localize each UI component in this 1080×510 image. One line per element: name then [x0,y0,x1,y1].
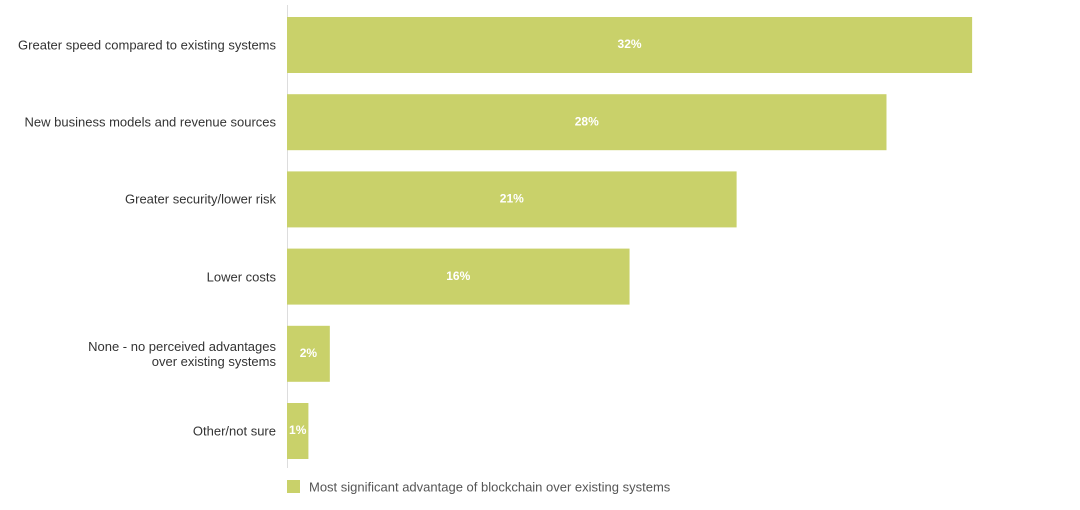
category-label: Lower costs [206,269,276,285]
bar [287,17,973,73]
legend-label: Most significant advantage of blockchain… [309,479,671,494]
bar [287,171,737,228]
category-label: Other/not sure [192,423,276,439]
legend-swatch [287,480,300,493]
value-label: 16% [446,269,470,283]
category-label: None - no perceived advantages over exis… [88,338,276,369]
category-label: Greater speed compared to existing syste… [18,37,276,53]
value-label: 32% [618,37,642,51]
bar [287,94,887,151]
bar [287,248,630,305]
value-label: 1% [289,423,307,437]
category-label: New business models and revenue sources [24,114,276,130]
value-label: 21% [500,192,524,206]
bar [287,403,309,459]
value-label: 28% [575,114,599,128]
category-label: Greater security/lower risk [125,191,276,207]
bar [287,325,330,382]
value-label: 2% [300,346,318,360]
